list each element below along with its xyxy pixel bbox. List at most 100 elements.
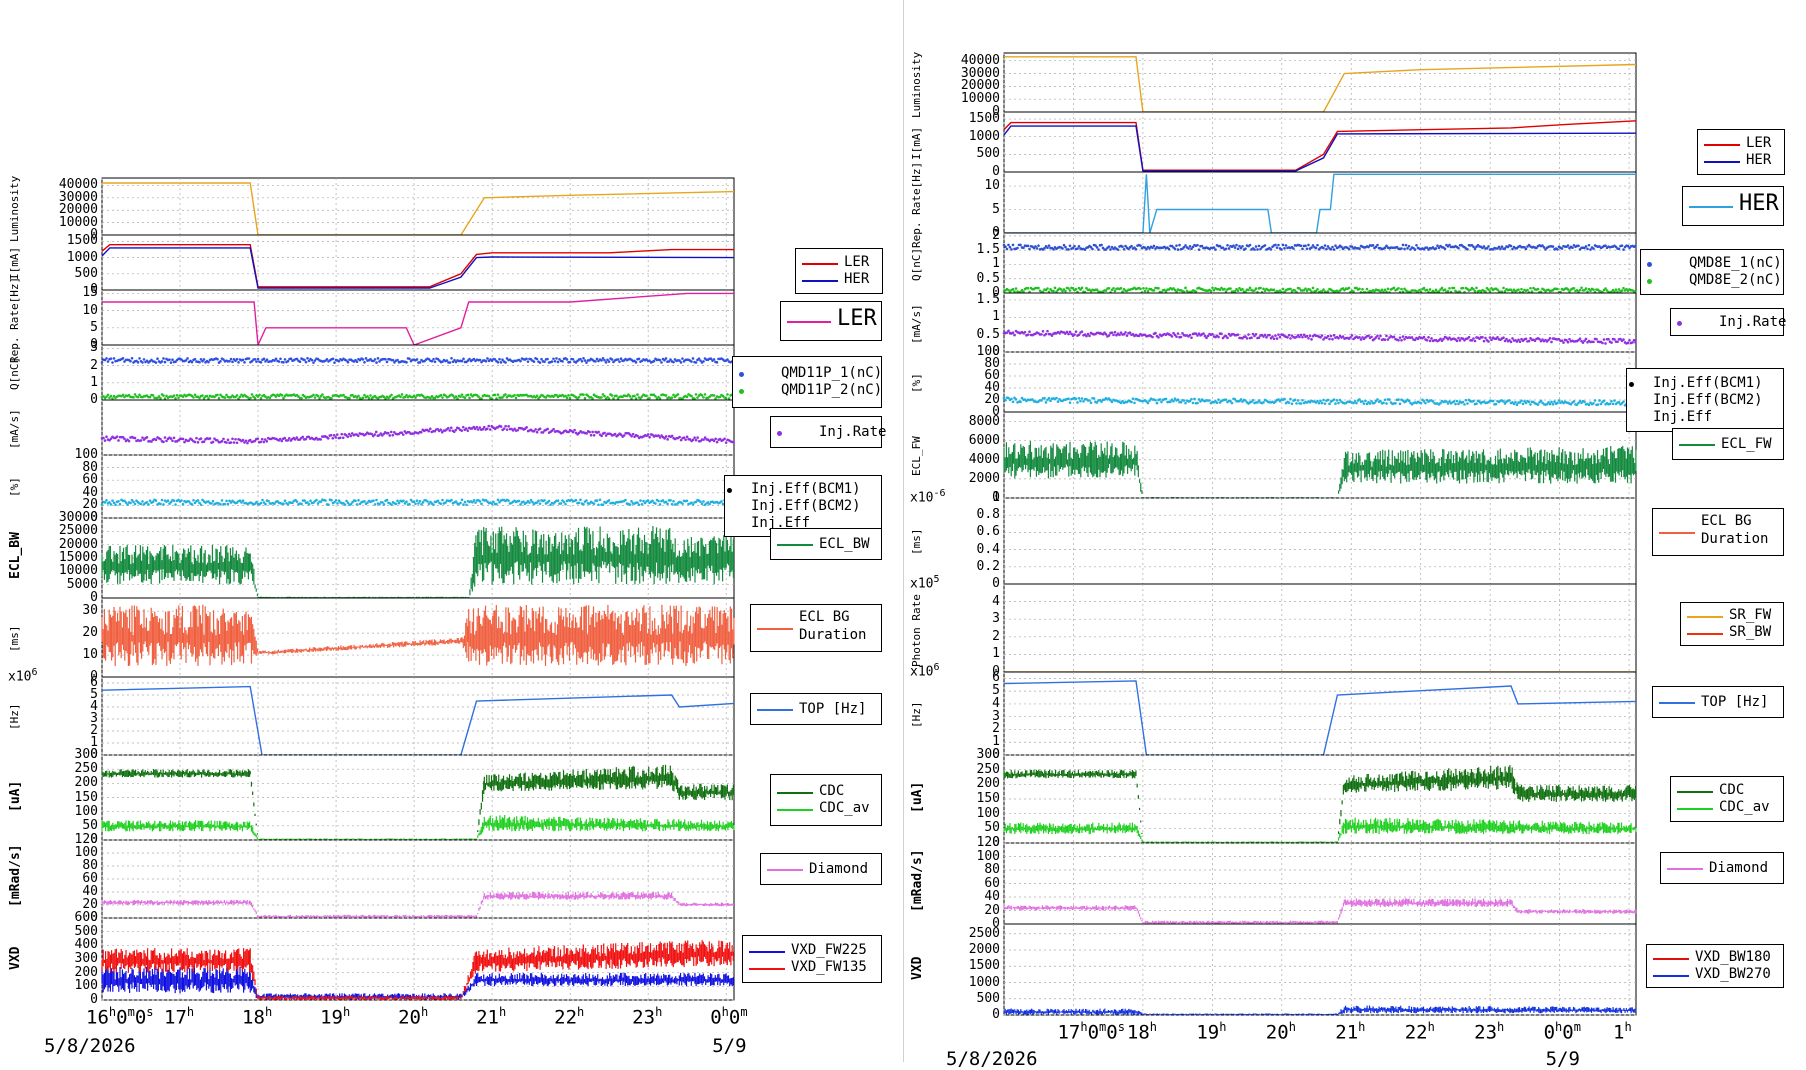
scatter-point: [659, 503, 662, 506]
scatter-point: [143, 358, 146, 361]
scatter-point: [536, 358, 539, 361]
scatter-point: [461, 393, 464, 396]
scatter-point: [575, 499, 578, 502]
scatter-point: [278, 360, 281, 363]
scatter-point: [680, 361, 683, 364]
scatter-point: [255, 360, 258, 363]
scatter-point: [301, 436, 304, 439]
scatter-point: [427, 430, 430, 433]
scatter-point: [519, 360, 522, 363]
scatter-point: [308, 503, 311, 506]
scatter-point: [321, 393, 324, 396]
scatter-point: [603, 395, 606, 398]
scatter-point: [590, 434, 593, 437]
scatter-point: [299, 360, 302, 363]
scatter-point: [173, 394, 176, 397]
scatter-point: [614, 433, 617, 436]
scatter-point: [257, 358, 260, 361]
scatter-point: [171, 358, 174, 361]
scatter-point: [594, 360, 597, 363]
scatter-point: [611, 394, 614, 397]
scatter-point: [245, 440, 248, 443]
scatter-point: [192, 499, 195, 502]
scatter-point: [384, 358, 387, 361]
scatter-point: [546, 428, 549, 431]
left-rep-frame: [102, 290, 734, 345]
scatter-point: [548, 500, 551, 503]
scatter-point: [603, 359, 606, 362]
scatter-point: [704, 393, 707, 396]
scatter-point: [134, 437, 137, 440]
scatter-point: [434, 360, 437, 363]
scatter-point: [330, 434, 333, 437]
scatter-point: [225, 441, 228, 444]
scatter-point: [269, 396, 272, 399]
scatter-point: [666, 438, 669, 441]
scatter-point: [602, 503, 605, 506]
scatter-point: [591, 431, 594, 434]
scatter-point: [391, 434, 394, 437]
scatter-point: [408, 357, 411, 360]
scatter-point: [671, 396, 674, 399]
scatter-point: [242, 358, 245, 361]
scatter-point: [447, 427, 450, 430]
scatter-point: [564, 503, 567, 506]
scatter-point: [546, 358, 549, 361]
scatter-point: [630, 500, 633, 503]
scatter-point: [243, 361, 246, 364]
scatter-point: [282, 361, 285, 364]
scatter-point: [635, 397, 638, 400]
scatter-point: [504, 361, 507, 364]
scatter-point: [596, 358, 599, 361]
scatter-point: [236, 394, 239, 397]
scatter-point: [696, 436, 699, 439]
scatter-point: [534, 428, 537, 431]
scatter-point: [344, 503, 347, 506]
scatter-point: [600, 435, 603, 438]
scatter-point: [551, 360, 554, 363]
scatter-point: [437, 499, 440, 502]
left-lum-frame: [102, 178, 734, 235]
scatter-point: [104, 501, 107, 504]
left-injr-frame: [102, 400, 734, 455]
scatter-point: [483, 426, 486, 429]
scatter-point: [714, 438, 717, 441]
scatter-point: [146, 501, 149, 504]
scatter-point: [623, 434, 626, 437]
scatter-point: [399, 396, 402, 399]
scatter-point: [231, 437, 234, 440]
scatter-point: [692, 357, 695, 360]
scatter-point: [405, 500, 408, 503]
scatter-point: [629, 395, 632, 398]
scatter-point: [228, 360, 231, 363]
scatter-point: [362, 397, 365, 400]
scatter-point: [327, 503, 330, 506]
scatter-point: [242, 499, 245, 502]
scatter-point: [333, 361, 336, 364]
scatter-point: [600, 396, 603, 399]
scatter-point: [507, 499, 510, 502]
scatter-point: [152, 394, 155, 397]
scatter-point: [600, 359, 603, 362]
scatter-point: [528, 501, 531, 504]
scatter-point: [539, 427, 542, 430]
scatter-point: [265, 440, 268, 443]
scatter-point: [363, 500, 366, 503]
scatter-point: [720, 500, 723, 503]
scatter-point: [288, 437, 291, 440]
scatter-point: [405, 361, 408, 364]
scatter-point: [686, 396, 689, 399]
scatter-point: [104, 439, 107, 442]
scatter-point: [686, 436, 689, 439]
scatter-point: [630, 435, 633, 438]
scatter-point: [164, 436, 167, 439]
scatter-point: [287, 360, 290, 363]
scatter-point: [198, 361, 201, 364]
scatter-point: [327, 437, 330, 440]
scatter-point: [315, 499, 318, 502]
scatter-point: [390, 431, 393, 434]
scatter-point: [304, 438, 307, 441]
scatter-point: [156, 357, 159, 360]
